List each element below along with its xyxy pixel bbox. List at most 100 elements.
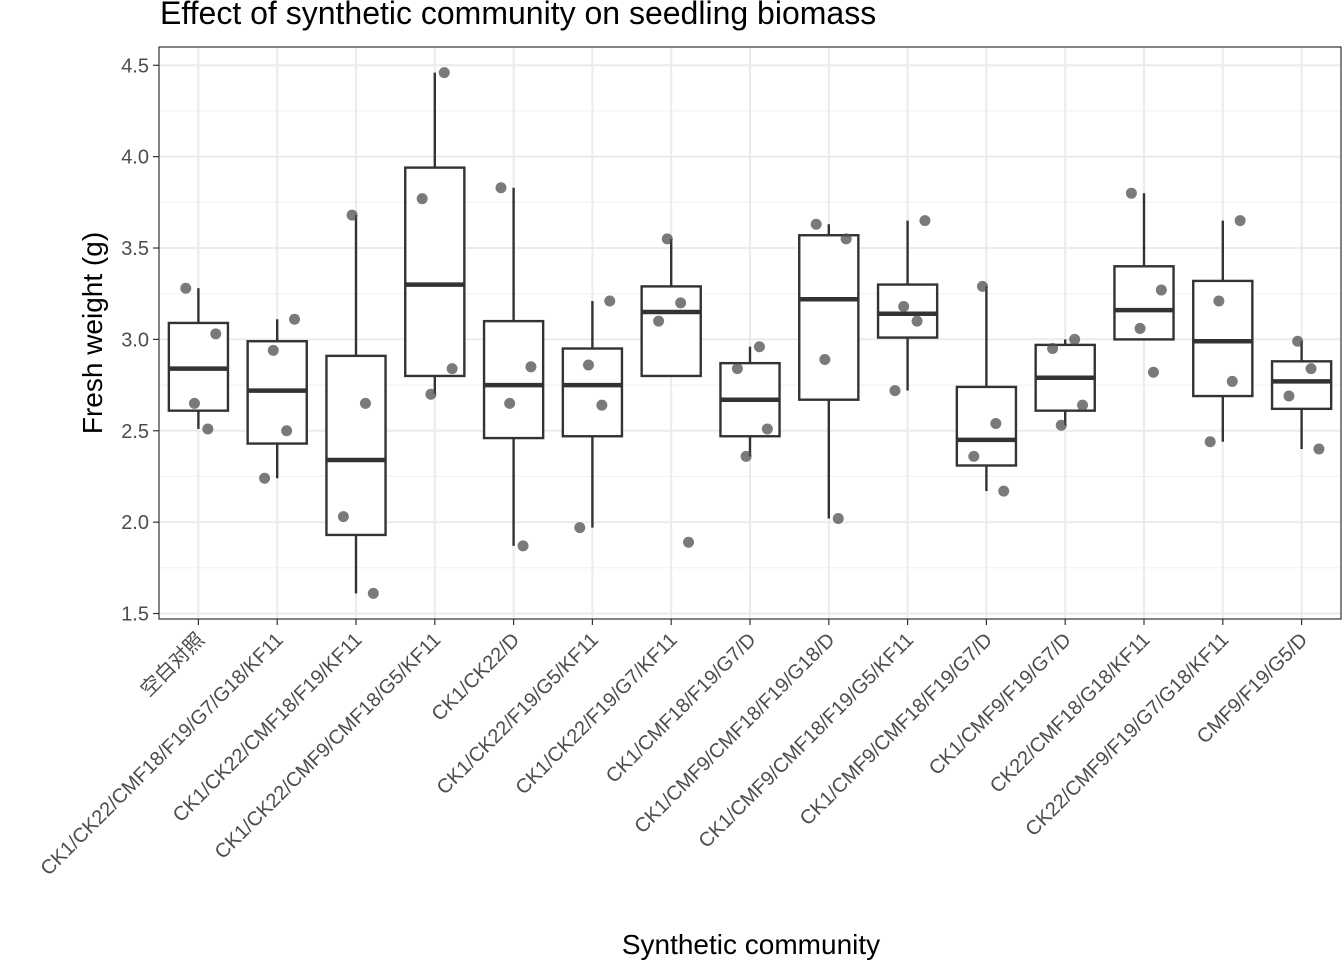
data-point xyxy=(911,315,923,327)
data-point xyxy=(289,313,301,325)
y-axis-title: Fresh weight (g) xyxy=(77,232,108,434)
data-point xyxy=(675,297,687,309)
data-point xyxy=(1077,399,1089,411)
data-point xyxy=(1155,284,1167,296)
box-body xyxy=(325,354,387,537)
x-tick-label: CK1/CMF9/F19/G7/D xyxy=(925,629,1076,780)
box-12 xyxy=(1034,339,1096,426)
data-point xyxy=(919,215,931,227)
data-point xyxy=(1047,343,1059,355)
data-point xyxy=(281,425,293,437)
x-tick-label: 空白对照 xyxy=(136,628,209,701)
data-point xyxy=(840,233,852,245)
data-point xyxy=(202,423,214,435)
x-tick-label: CK1/CK22/F19/G7/KF11 xyxy=(512,629,682,799)
data-point xyxy=(990,417,1002,429)
y-tick-label: 4.0 xyxy=(121,147,149,169)
data-point xyxy=(1125,187,1137,199)
data-point xyxy=(819,353,831,365)
data-point xyxy=(683,536,695,548)
data-point xyxy=(425,388,437,400)
chart-title: Effect of synthetic community on seedlin… xyxy=(160,0,876,31)
box-body xyxy=(876,283,939,339)
data-point xyxy=(889,385,901,397)
y-tick-label: 1.5 xyxy=(121,604,149,626)
data-point xyxy=(574,522,586,534)
y-tick-label: 4.5 xyxy=(121,55,149,77)
data-point xyxy=(210,328,222,340)
x-tick-label: CK1/CMF18/F19/G7/D xyxy=(602,629,761,788)
box-9 xyxy=(798,224,860,519)
data-point xyxy=(1234,215,1246,227)
data-point xyxy=(596,399,608,411)
data-point xyxy=(337,511,349,523)
data-point xyxy=(1283,390,1295,402)
data-point xyxy=(761,423,773,435)
data-point xyxy=(653,315,665,327)
box-body xyxy=(955,385,1018,467)
data-point xyxy=(446,363,458,375)
box-1 xyxy=(167,288,230,429)
data-point xyxy=(495,182,507,194)
data-point xyxy=(438,67,450,79)
data-point xyxy=(416,193,428,205)
data-point xyxy=(998,485,1010,497)
data-point xyxy=(1292,335,1304,347)
box-4 xyxy=(404,72,466,395)
data-point xyxy=(582,359,594,371)
data-point xyxy=(504,397,516,409)
data-point xyxy=(1305,363,1317,375)
data-point xyxy=(740,450,752,462)
data-point xyxy=(259,472,271,484)
box-body xyxy=(640,285,702,378)
box-body xyxy=(798,234,860,401)
box-7 xyxy=(640,238,702,378)
y-tick-label: 3.0 xyxy=(121,329,149,351)
data-point xyxy=(661,233,673,245)
y-tick-label: 3.5 xyxy=(121,238,149,260)
data-point xyxy=(267,344,279,356)
box-body xyxy=(482,319,545,440)
data-point xyxy=(1204,436,1216,448)
x-tick-label: CK22/CMF18/G18/KF11 xyxy=(986,629,1155,798)
data-point xyxy=(1226,375,1238,387)
data-point xyxy=(1134,322,1146,334)
x-axis-title: Synthetic community xyxy=(622,929,880,960)
data-point xyxy=(832,512,844,524)
box-11 xyxy=(955,286,1018,492)
y-axis: 1.5 2.0 2.5 3.0 3.5 4.0 4.5 xyxy=(121,55,159,626)
data-point xyxy=(976,280,988,292)
box-10 xyxy=(876,220,939,391)
box-3 xyxy=(325,215,387,594)
box-body xyxy=(1270,360,1333,411)
data-point xyxy=(810,218,822,230)
box-13 xyxy=(1113,193,1175,341)
data-point xyxy=(968,450,980,462)
data-point xyxy=(1147,366,1159,378)
data-point xyxy=(1055,419,1067,431)
data-point xyxy=(359,397,371,409)
data-point xyxy=(367,587,379,599)
point-layer xyxy=(180,67,1325,599)
data-point xyxy=(604,295,616,307)
box-layer xyxy=(167,72,1333,594)
data-point xyxy=(1313,443,1325,455)
x-axis: 空白对照CK1/CK22/CMF18/F19/G7/G18/KF11CK1/CK… xyxy=(37,619,1312,880)
data-point xyxy=(346,209,358,221)
data-point xyxy=(180,282,192,294)
y-tick-label: 2.5 xyxy=(121,421,149,443)
data-point xyxy=(1213,295,1225,307)
box-body xyxy=(1113,265,1175,341)
x-tick-label: CK1/CK22/F19/G5/KF11 xyxy=(433,629,603,799)
data-point xyxy=(517,540,529,552)
box-5 xyxy=(482,187,545,546)
data-point xyxy=(525,361,537,373)
y-tick-label: 2.0 xyxy=(121,512,149,534)
data-point xyxy=(731,363,743,375)
data-point xyxy=(753,341,765,353)
data-point xyxy=(1069,333,1081,345)
box-body xyxy=(404,166,466,378)
data-point xyxy=(188,397,200,409)
data-point xyxy=(898,301,910,313)
